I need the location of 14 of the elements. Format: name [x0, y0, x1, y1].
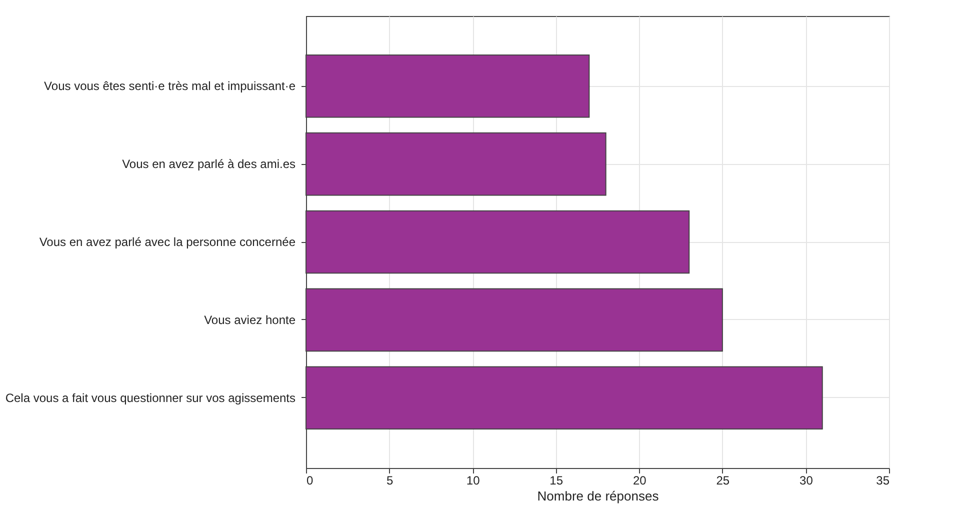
x-tick-label: 35	[876, 474, 890, 488]
x-tick-label: 25	[716, 474, 730, 488]
y-tick-label: Vous vous êtes senti·e très mal et impuissant·e	[44, 79, 296, 94]
x-tick-label: 5	[386, 474, 394, 488]
x-tick-label: 15	[550, 474, 564, 488]
x-axis-title: Nombre de réponses	[537, 488, 660, 504]
y-tick-label: Vous en avez parlé à des ami.es	[122, 157, 296, 172]
y-tick-label: Vous en avez parlé avec la personne concernée	[39, 235, 296, 249]
y-tick-label: Cela vous a fait vous questionner sur vos agissements	[5, 390, 296, 405]
x-tick-label: 20	[632, 474, 647, 488]
x-tick-label: 0	[306, 474, 314, 488]
x-tick-label: 10	[466, 474, 480, 488]
y-tick-label: Vous aviez honte	[204, 312, 296, 327]
x-tick-label: 30	[800, 474, 814, 488]
